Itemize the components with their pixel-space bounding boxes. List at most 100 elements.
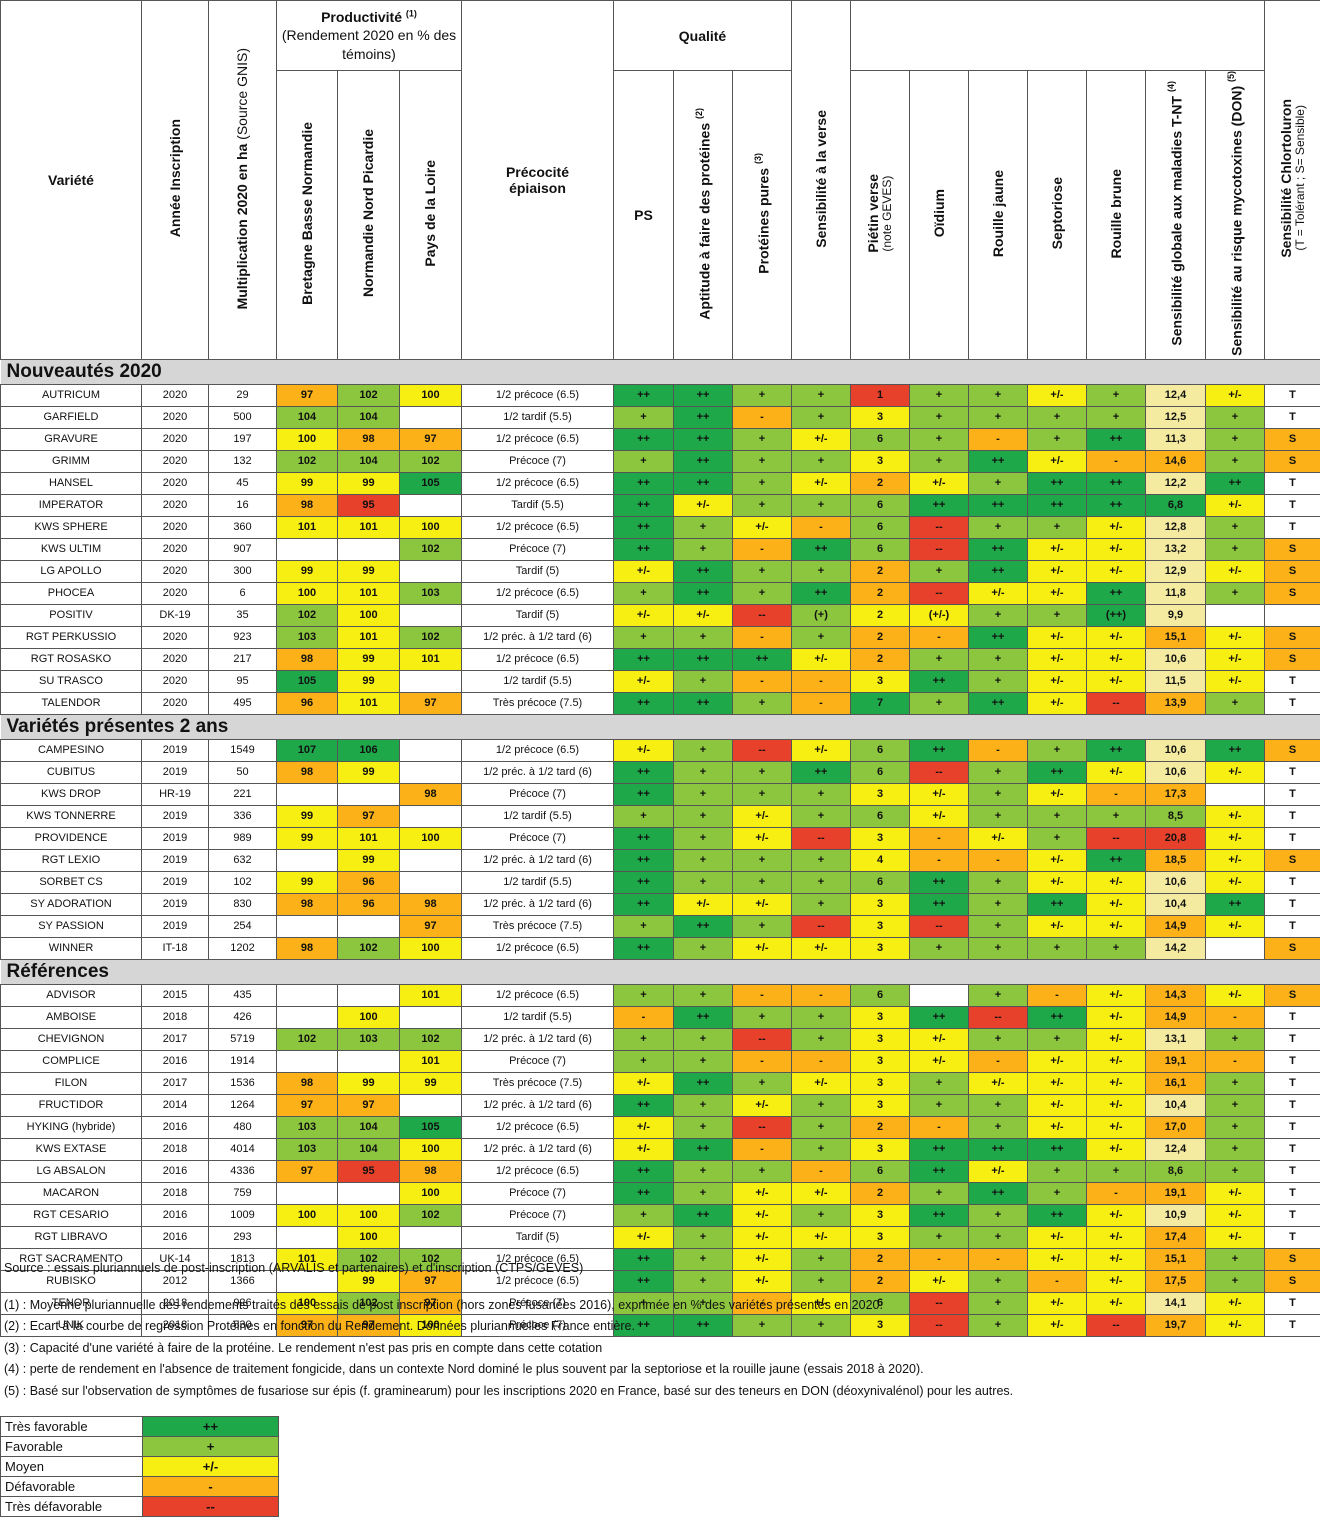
cell-septoriose: ++ [1027, 1005, 1087, 1029]
cell-septoriose: +/- [1027, 625, 1087, 649]
cell-chlortoluron: T [1264, 669, 1320, 693]
cell-sens-globale: 13,1 [1145, 1027, 1206, 1051]
cell-mycotoxines: ++ [1204, 892, 1266, 916]
cell-pietin: 3 [850, 1203, 910, 1227]
cell-precocite: 1/2 précoce (6.5) [461, 471, 614, 495]
cell-pays-loire: 102 [399, 1027, 462, 1051]
cell-normandie: 95 [337, 1159, 400, 1183]
cell-annee: 2020 [141, 669, 209, 693]
cell-oidium: ++ [909, 1159, 969, 1183]
cell-sens-globale: 14,9 [1145, 1005, 1206, 1029]
cell-precocite: 1/2 précoce (6.5) [461, 515, 614, 539]
cell-oidium: + [909, 1181, 969, 1205]
cell-oidium: - [909, 848, 969, 872]
cell-bretagne: 98 [276, 892, 338, 916]
cell-oidium: - [909, 625, 969, 649]
cell-pays-loire [399, 559, 462, 583]
cell-variete: LG APOLLO [0, 559, 142, 583]
cell-oidium: (+/-) [909, 603, 969, 627]
cell-rouille-brune: +/- [1086, 892, 1146, 916]
cell-mycotoxines: +/- [1204, 914, 1266, 938]
cell-variete: KWS DROP [0, 782, 142, 806]
cell-normandie: 97 [337, 804, 400, 828]
cell-variete: KWS ULTIM [0, 537, 142, 561]
cell-oidium: + [909, 1225, 969, 1249]
footer-notes: Source : essais pluriannuels de post-ins… [4, 1258, 1013, 1402]
cell-proteines: - [732, 625, 792, 649]
table-row: AMBOISE 2018 426 100 1/2 tardif (5.5) - ++ + +3 +… [0, 1005, 1320, 1029]
cell-variete: IMPERATOR [0, 493, 142, 517]
cell-oidium: +/- [909, 1049, 969, 1073]
cell-bretagne: 102 [276, 1027, 338, 1051]
cell-rouille-jaune: + [968, 603, 1028, 627]
cell-rouille-jaune: ++ [968, 537, 1028, 561]
cell-mycotoxines: +/- [1204, 1203, 1266, 1227]
cell-rouille-brune: +/- [1086, 669, 1146, 693]
cell-aptitude: ++ [673, 1071, 733, 1095]
cell-ps: ++ [613, 1181, 674, 1205]
cell-oidium: + [909, 427, 969, 451]
table-row: GARFIELD 2020 500 104 104 1/2 tardif (5.5) + ++… [0, 405, 1320, 429]
cell-verse: ++ [791, 581, 851, 605]
cell-mycotoxines: + [1204, 1247, 1266, 1271]
cell-sens-globale: 11,5 [1145, 669, 1206, 693]
cell-proteines: + [732, 383, 792, 407]
cell-septoriose: +/- [1027, 848, 1087, 872]
header-productivite: Productivité (1) (Rendement 2020 en % de… [276, 0, 462, 71]
cell-normandie: 102 [337, 383, 400, 407]
cell-ps: + [613, 405, 674, 429]
cell-verse: + [791, 559, 851, 583]
cell-aptitude: ++ [673, 1203, 733, 1227]
cell-proteines: +/- [732, 936, 792, 960]
cell-ps: ++ [613, 892, 674, 916]
cell-multiplication: 95 [208, 669, 277, 693]
cell-rouille-brune: + [1086, 804, 1146, 828]
cell-proteines: + [732, 559, 792, 583]
table-row: CAMPESINO 2019 1549 107 106 1/2 précoce (6.5)… [0, 738, 1320, 762]
cell-ps: +/- [613, 1137, 674, 1161]
cell-chlortoluron: T [1264, 1093, 1320, 1117]
cell-ps: ++ [613, 427, 674, 451]
cell-rouille-brune: +/- [1086, 515, 1146, 539]
table-row: PHOCEA 2020 6 100 101 103 1/2 précoce (6.5) + ++… [0, 581, 1320, 605]
table-row: RGT ROSASKO 2020 217 98 99 101 1/2 précoce (6.… [0, 647, 1320, 671]
footnote-2: (2) : Ecart à la courbe de regression Pr… [4, 1319, 635, 1333]
cell-variete: SY ADORATION [0, 892, 142, 916]
cell-sens-globale: 13,9 [1145, 691, 1206, 715]
cell-rouille-jaune: + [968, 515, 1028, 539]
cell-rouille-jaune: + [968, 1269, 1028, 1293]
cell-rouille-jaune: + [968, 1027, 1028, 1051]
cell-bretagne: 102 [276, 449, 338, 473]
cell-pietin: 2 [850, 625, 910, 649]
cell-pietin: 3 [850, 826, 910, 850]
cell-multiplication: 923 [208, 625, 277, 649]
cell-chlortoluron: T [1264, 1137, 1320, 1161]
header-oidium: Oïdium [909, 70, 969, 360]
cell-proteines: + [732, 691, 792, 715]
cell-chlortoluron: T [1264, 914, 1320, 938]
cell-pays-loire: 105 [399, 471, 462, 495]
cell-septoriose: + [1027, 936, 1087, 960]
cell-multiplication: 1202 [208, 936, 277, 960]
cell-rouille-jaune: - [968, 1247, 1028, 1271]
cell-ps: + [613, 1203, 674, 1227]
cell-proteines: + [732, 1159, 792, 1183]
cell-rouille-jaune: + [968, 983, 1028, 1007]
cell-verse: + [791, 1203, 851, 1227]
cell-aptitude: + [673, 1269, 733, 1293]
cell-rouille-jaune: +/- [968, 581, 1028, 605]
cell-sens-globale: 17,0 [1145, 1115, 1206, 1139]
cell-normandie: 100 [337, 603, 400, 627]
cell-verse: + [791, 1093, 851, 1117]
cell-mycotoxines: + [1204, 1071, 1266, 1095]
cell-multiplication: 435 [208, 983, 277, 1007]
cell-verse: ++ [791, 760, 851, 784]
cell-pays-loire: 103 [399, 581, 462, 605]
cell-bretagne: 102 [276, 603, 338, 627]
cell-sens-globale: 14,1 [1145, 1291, 1206, 1315]
cell-verse: + [791, 1269, 851, 1293]
cell-aptitude: + [673, 537, 733, 561]
cell-verse: + [791, 848, 851, 872]
cell-proteines: + [732, 427, 792, 451]
cell-variete: KWS SPHERE [0, 515, 142, 539]
